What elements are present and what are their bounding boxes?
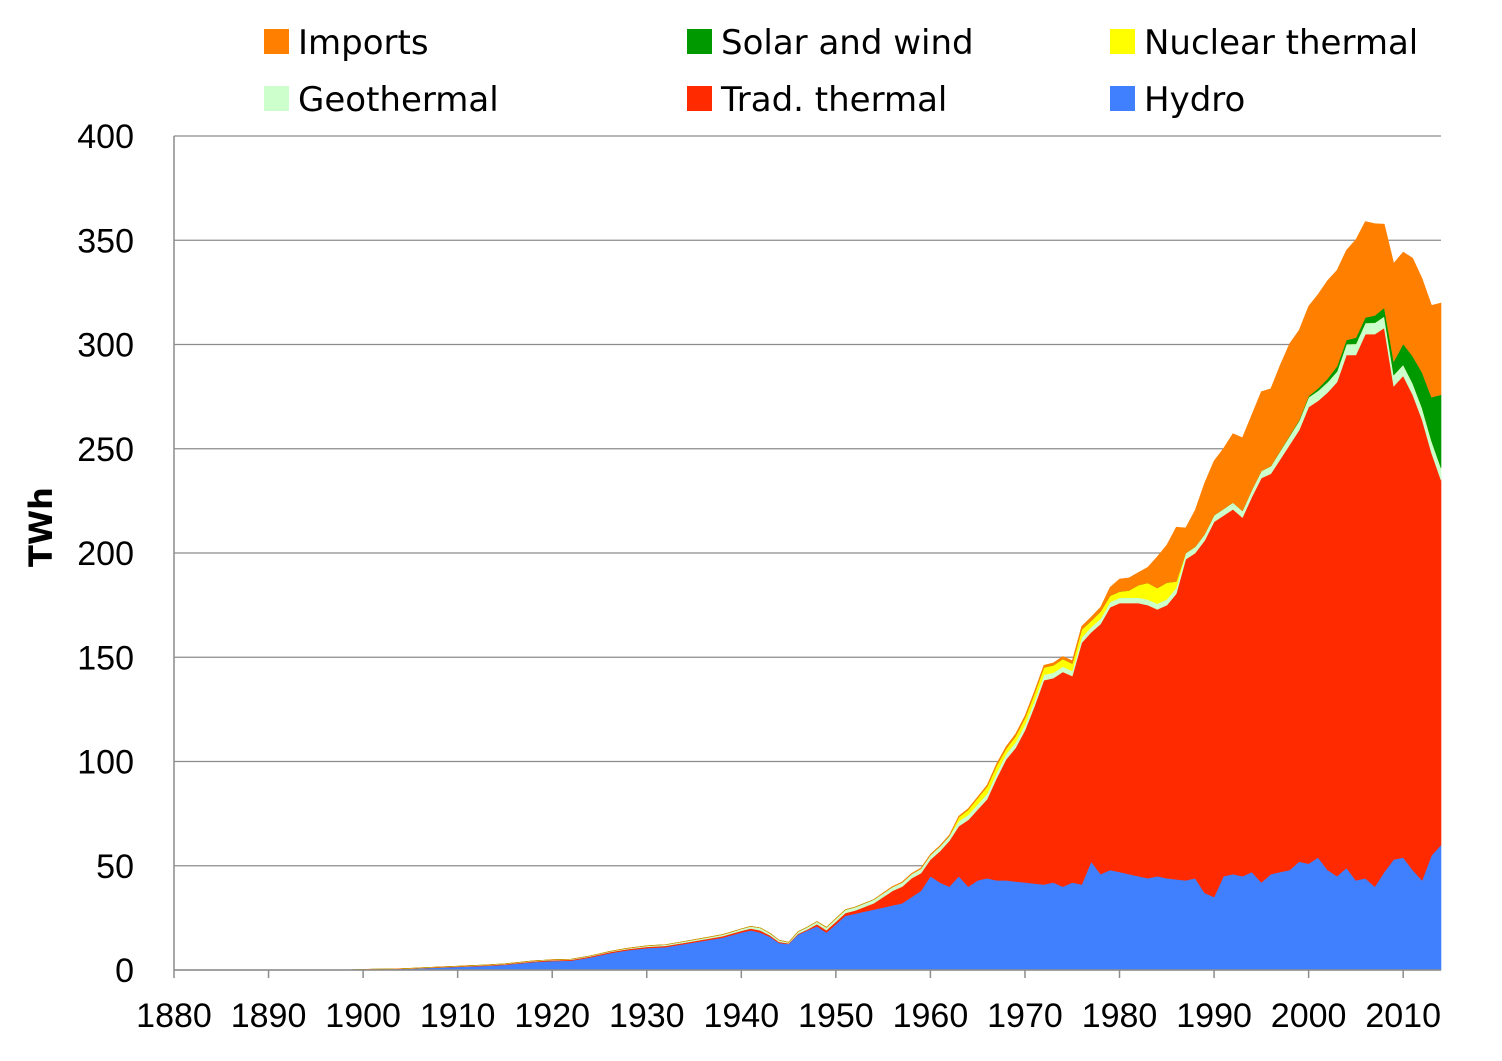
y-tick-label-250: 250 [77,431,134,469]
legend: Imports Solar and wind Nuclear thermal Geot… [264,23,1418,120]
area-imports [173,221,1442,971]
x-tick-label-1940: 1940 [703,997,779,1035]
legend-label-imports: Imports [298,23,429,63]
legend-swatch-nuclear-thermal [1110,29,1135,54]
legend-label-solar-and-wind: Solar and wind [721,23,974,63]
y-axis-label: TWh [22,487,60,567]
y-tick-label-300: 300 [77,327,134,365]
y-tick-label-200: 200 [77,535,134,573]
x-tick-label-1960: 1960 [893,997,969,1035]
x-tick-label-1910: 1910 [420,997,496,1035]
legend-swatch-imports [264,29,289,54]
legend-swatch-geothermal [264,86,289,111]
series-areas [173,221,1442,971]
y-tick-label-400: 400 [77,118,134,156]
x-tick-label-2000: 2000 [1271,997,1347,1035]
x-tick-label-1950: 1950 [798,997,874,1035]
legend-label-trad-thermal: Trad. thermal [720,80,947,120]
x-tick-label-1980: 1980 [1082,997,1158,1035]
x-tick-label-1930: 1930 [609,997,685,1035]
x-tick-label-2010: 2010 [1365,997,1441,1035]
y-tick-label-0: 0 [115,952,134,990]
y-tick-label-50: 50 [96,848,134,886]
axes [173,136,1441,978]
x-tick-label-1990: 1990 [1176,997,1252,1035]
x-tick-label-1920: 1920 [514,997,590,1035]
x-tick-label-1970: 1970 [987,997,1063,1035]
x-tick-labels: 1880 1890 1900 1910 1920 1930 1940 1950 1960 1970… [136,997,1441,1035]
legend-swatch-trad-thermal [687,86,712,111]
y-tick-label-350: 350 [77,222,134,260]
x-tick-label-1880: 1880 [136,997,212,1035]
x-tick-label-1900: 1900 [325,997,401,1035]
y-tick-label-100: 100 [77,744,134,782]
y-gridlines [174,135,1441,971]
y-tick-labels: 0 50 100 150 200 250 300 350 400 [77,118,134,990]
legend-label-geothermal: Geothermal [298,80,499,120]
y-tick-label-150: 150 [77,639,134,677]
legend-swatch-hydro [1110,86,1135,111]
legend-label-nuclear-thermal: Nuclear thermal [1144,23,1418,63]
legend-label-hydro: Hydro [1144,80,1245,120]
x-tick-label-1890: 1890 [231,997,307,1035]
legend-swatch-solar-and-wind [687,29,712,54]
